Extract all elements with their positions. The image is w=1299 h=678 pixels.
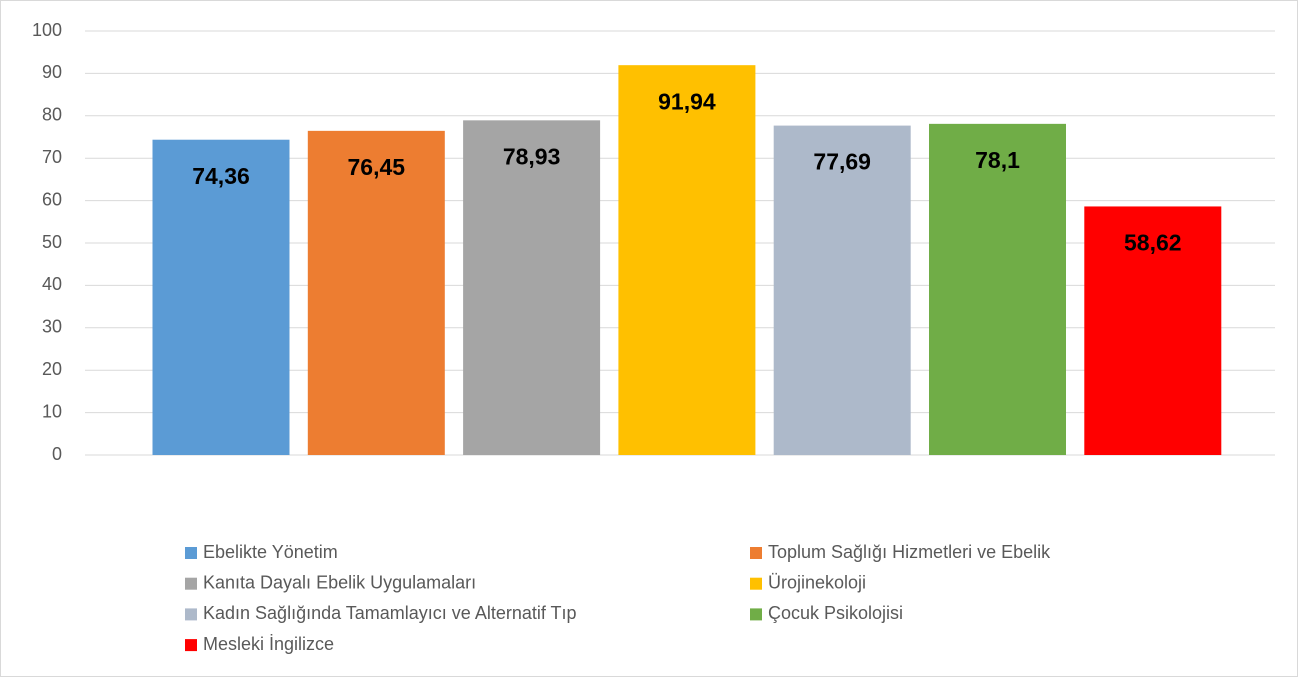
legend-label: Çocuk Psikolojisi <box>768 603 903 623</box>
legend-label: Ürojinekoloji <box>768 572 866 592</box>
data-label: 76,45 <box>348 154 406 180</box>
bar <box>463 120 600 455</box>
data-label: 91,94 <box>658 88 716 114</box>
legend-swatch <box>750 608 762 620</box>
bar <box>618 65 755 455</box>
legend-label: Mesleki İngilizce <box>203 634 334 654</box>
legend-label: Kadın Sağlığında Tamamlayıcı ve Alternat… <box>203 603 577 623</box>
legend-swatch <box>750 547 762 559</box>
y-tick-label: 20 <box>42 359 62 379</box>
y-tick-label: 70 <box>42 147 62 167</box>
data-label: 58,62 <box>1124 230 1182 256</box>
chart: 0 10 20 30 40 50 60 70 80 90 100 74,36 76,45 78,93 91,… <box>0 0 1299 678</box>
y-tick-label: 90 <box>42 62 62 82</box>
bar <box>774 126 911 455</box>
legend-swatch <box>185 547 197 559</box>
y-tick-label: 0 <box>52 444 62 464</box>
legend-swatch <box>185 578 197 590</box>
bar <box>929 124 1066 455</box>
legend-label: Kanıta Dayalı Ebelik Uygulamaları <box>203 572 476 592</box>
legend-label: Ebelikte Yönetim <box>203 542 338 562</box>
data-label: 77,69 <box>813 149 871 175</box>
y-tick-label: 80 <box>42 105 62 125</box>
page: {"chart_data": {"type": "bar", "series":… <box>0 0 1299 678</box>
data-label: 78,1 <box>975 147 1020 173</box>
y-tick-label: 40 <box>42 274 62 294</box>
legend-swatch <box>185 639 197 651</box>
legend-swatch <box>185 608 197 620</box>
y-tick-label: 50 <box>42 232 62 252</box>
y-tick-label: 10 <box>42 401 62 421</box>
legend-label: Toplum Sağlığı Hizmetleri ve Ebelik <box>768 542 1051 562</box>
data-label: 78,93 <box>503 143 561 169</box>
y-tick-label: 60 <box>42 189 62 209</box>
legend-swatch <box>750 578 762 590</box>
data-label: 74,36 <box>192 163 250 189</box>
y-tick-label: 30 <box>42 317 62 337</box>
y-tick-label: 100 <box>32 20 62 40</box>
